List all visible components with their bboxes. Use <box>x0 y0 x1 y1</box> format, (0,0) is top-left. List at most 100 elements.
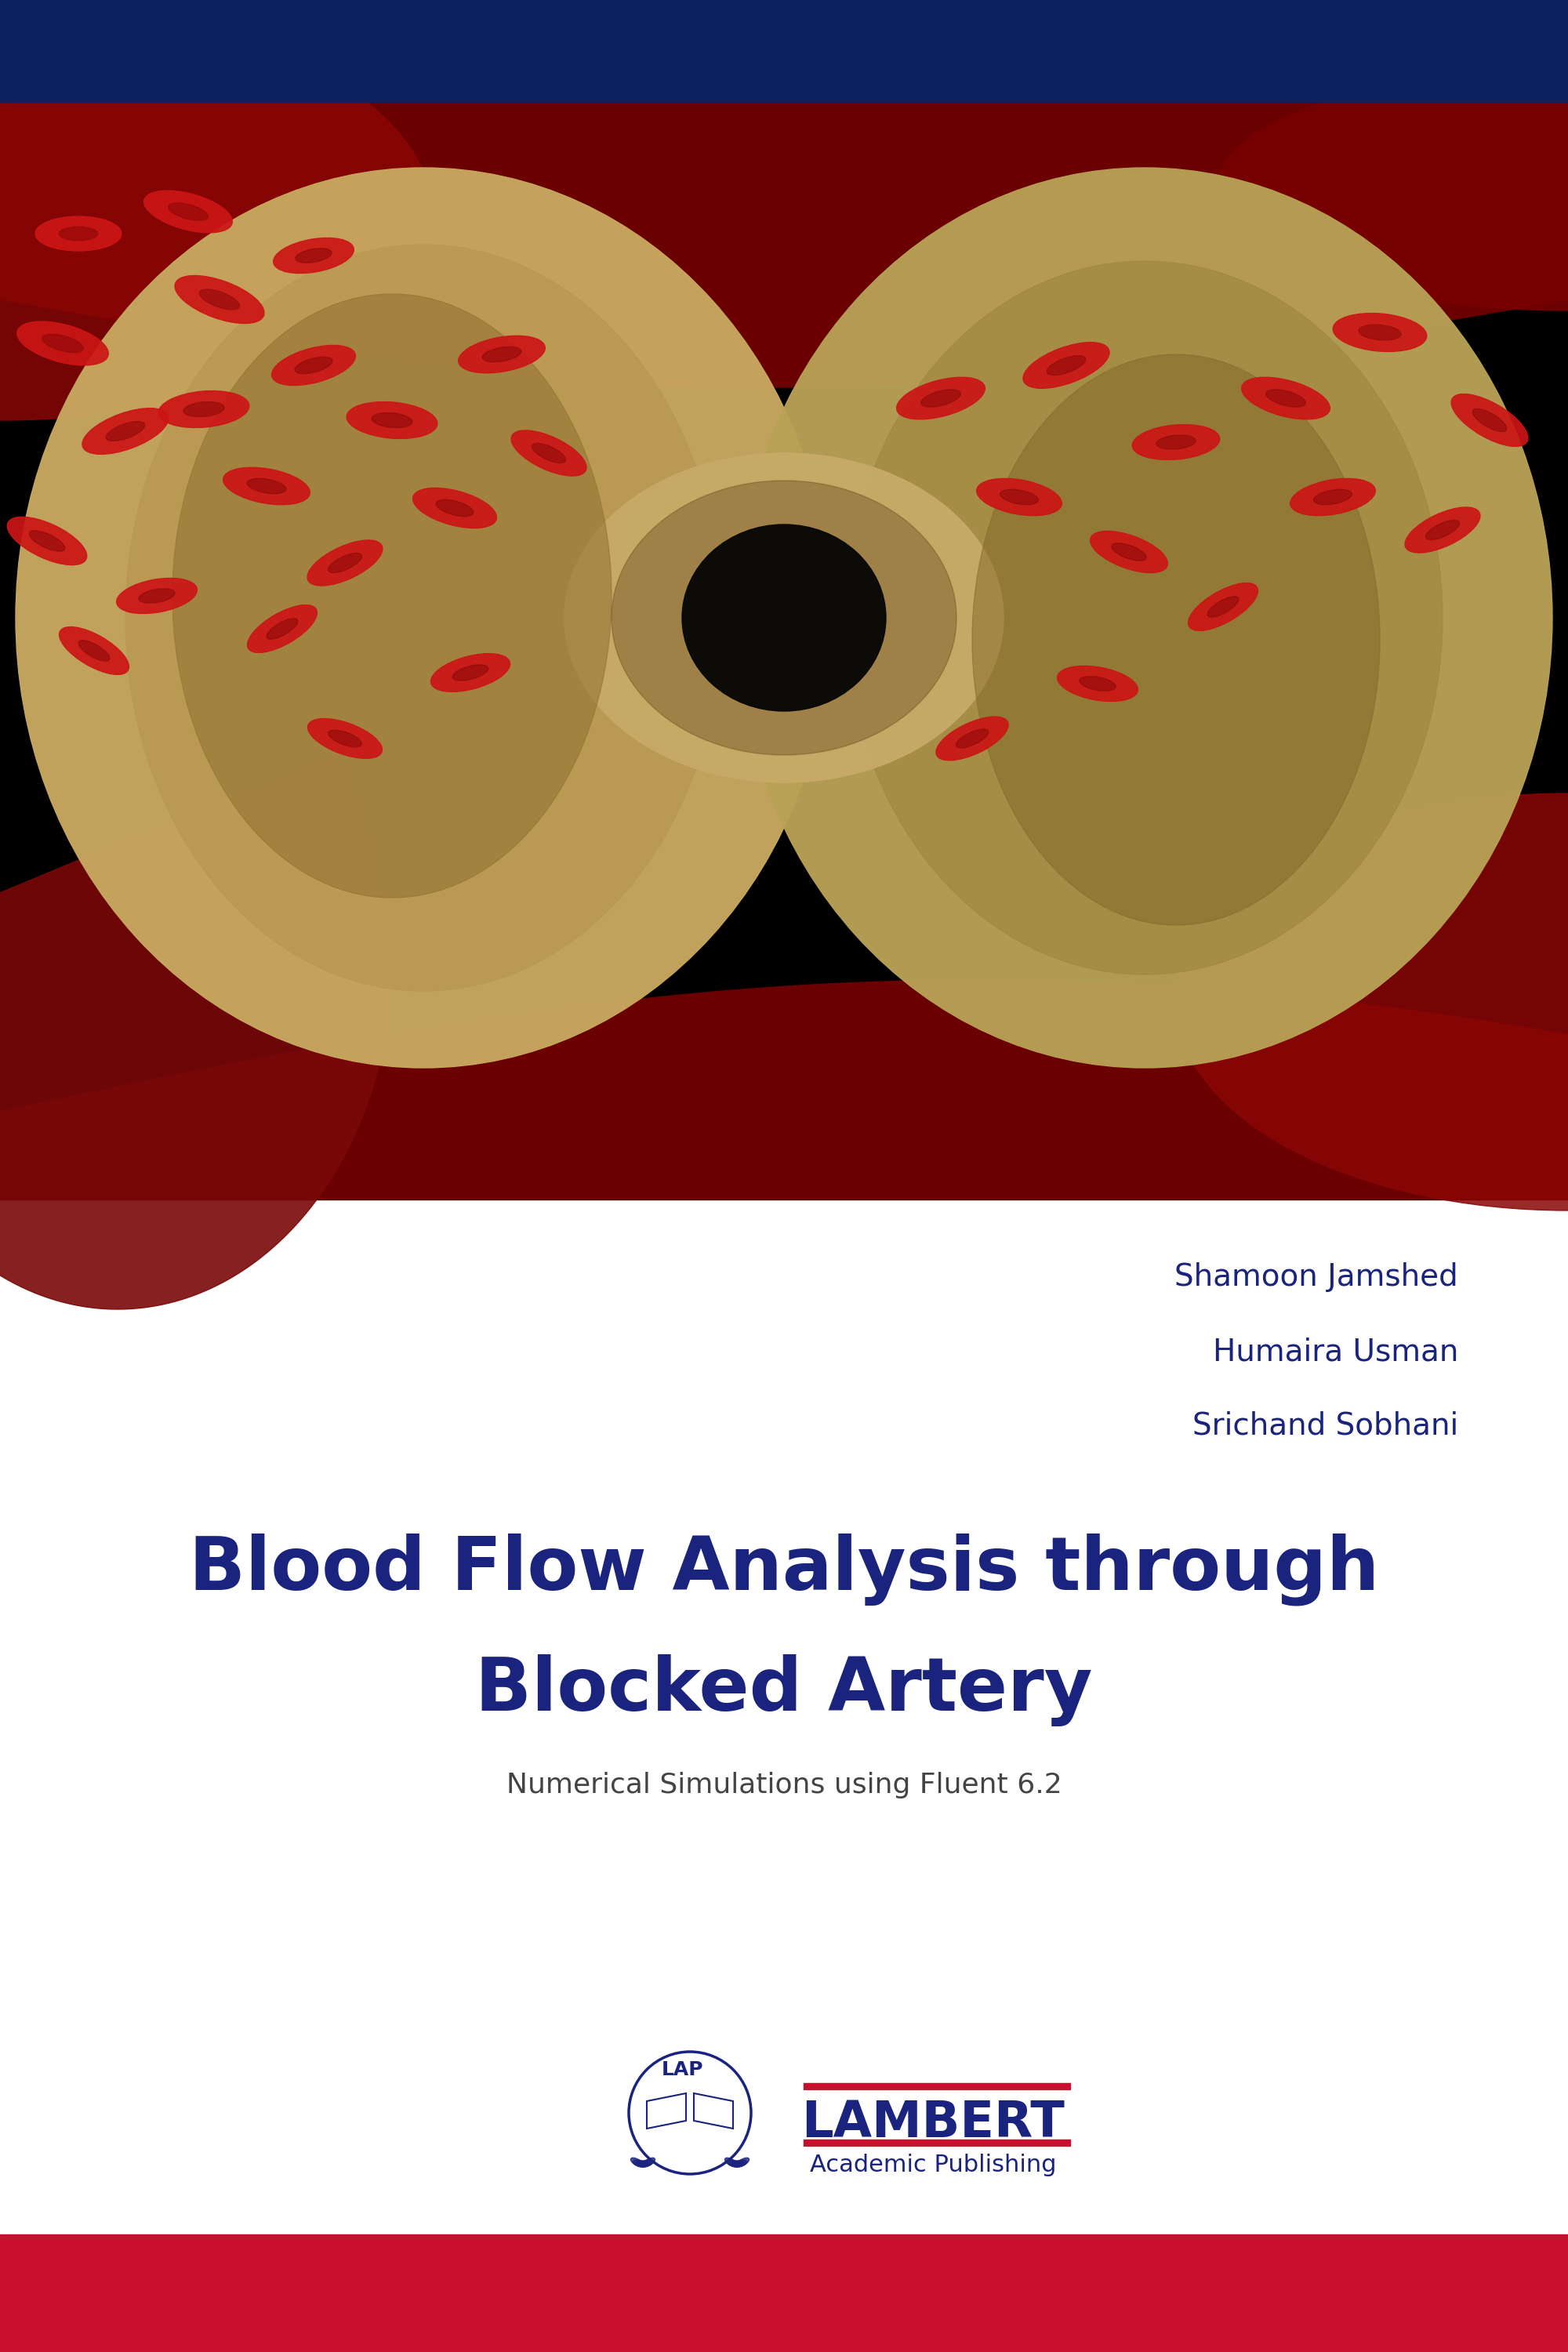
Ellipse shape <box>17 322 108 365</box>
Ellipse shape <box>483 346 521 362</box>
Ellipse shape <box>972 355 1380 924</box>
Ellipse shape <box>183 402 224 416</box>
Ellipse shape <box>436 499 474 517</box>
Ellipse shape <box>612 480 956 755</box>
Text: Blood Flow Analysis through: Blood Flow Analysis through <box>188 1534 1380 1604</box>
Ellipse shape <box>273 238 354 273</box>
Ellipse shape <box>116 579 198 614</box>
Ellipse shape <box>1207 597 1239 616</box>
Ellipse shape <box>1022 343 1110 388</box>
Ellipse shape <box>1314 489 1352 506</box>
Ellipse shape <box>1189 583 1258 630</box>
Ellipse shape <box>168 202 209 221</box>
Ellipse shape <box>1425 520 1460 539</box>
Ellipse shape <box>682 524 886 710</box>
Bar <box>803 2084 1069 2089</box>
Polygon shape <box>0 753 392 1310</box>
Ellipse shape <box>640 2159 652 2166</box>
Ellipse shape <box>1359 325 1400 341</box>
Ellipse shape <box>1090 532 1168 574</box>
Ellipse shape <box>82 409 169 454</box>
Ellipse shape <box>847 261 1443 974</box>
Ellipse shape <box>78 640 110 661</box>
Ellipse shape <box>643 2157 655 2166</box>
Ellipse shape <box>328 729 362 748</box>
Ellipse shape <box>1290 477 1375 515</box>
Ellipse shape <box>412 487 497 529</box>
Ellipse shape <box>328 553 362 572</box>
Ellipse shape <box>158 390 249 428</box>
Ellipse shape <box>307 720 383 757</box>
Ellipse shape <box>372 414 412 428</box>
Ellipse shape <box>731 2161 745 2166</box>
Bar <box>0 0 1568 101</box>
Text: Academic Publishing: Academic Publishing <box>809 2154 1057 2176</box>
Ellipse shape <box>1472 409 1507 433</box>
Ellipse shape <box>1057 666 1138 701</box>
Text: Blocked Artery: Blocked Artery <box>475 1653 1093 1726</box>
Ellipse shape <box>977 477 1062 515</box>
Ellipse shape <box>728 2159 740 2166</box>
Ellipse shape <box>307 541 383 586</box>
Ellipse shape <box>431 654 510 691</box>
Ellipse shape <box>176 275 263 322</box>
Ellipse shape <box>347 402 437 437</box>
Ellipse shape <box>248 477 285 494</box>
Ellipse shape <box>1242 376 1330 419</box>
Ellipse shape <box>1000 489 1038 506</box>
Ellipse shape <box>295 249 332 263</box>
Ellipse shape <box>1215 68 1568 310</box>
Ellipse shape <box>107 421 144 440</box>
Ellipse shape <box>8 517 86 564</box>
Ellipse shape <box>936 717 1008 760</box>
Bar <box>0 2234 1568 2352</box>
Ellipse shape <box>271 346 356 386</box>
Ellipse shape <box>1156 435 1196 449</box>
Ellipse shape <box>34 216 122 252</box>
Bar <box>0 101 1568 1200</box>
Ellipse shape <box>1112 543 1146 560</box>
Text: LAP: LAP <box>662 2060 702 2079</box>
Ellipse shape <box>223 468 310 506</box>
Ellipse shape <box>1265 390 1306 407</box>
Bar <box>803 2140 1069 2145</box>
Ellipse shape <box>1132 426 1220 459</box>
Text: Srichand Sobhani: Srichand Sobhani <box>1192 1411 1458 1442</box>
Ellipse shape <box>920 390 961 407</box>
Text: LAMBERT: LAMBERT <box>801 2098 1065 2147</box>
Ellipse shape <box>1176 793 1568 1211</box>
Ellipse shape <box>956 729 988 748</box>
Ellipse shape <box>0 2 431 421</box>
Ellipse shape <box>267 619 298 640</box>
Ellipse shape <box>630 2157 643 2166</box>
Text: Shamoon Jamshed: Shamoon Jamshed <box>1174 1263 1458 1291</box>
Text: Humaira Usman: Humaira Usman <box>1212 1336 1458 1367</box>
Ellipse shape <box>458 336 546 374</box>
Ellipse shape <box>532 445 566 463</box>
Ellipse shape <box>564 454 1004 783</box>
Ellipse shape <box>30 532 64 550</box>
Ellipse shape <box>724 2157 737 2166</box>
Text: Numerical Simulations using Fluent 6.2: Numerical Simulations using Fluent 6.2 <box>506 1771 1062 1799</box>
Ellipse shape <box>511 430 586 475</box>
Ellipse shape <box>199 289 240 310</box>
Ellipse shape <box>1047 355 1085 374</box>
Ellipse shape <box>633 2159 646 2166</box>
Ellipse shape <box>138 588 176 602</box>
Ellipse shape <box>1452 395 1527 447</box>
Ellipse shape <box>60 226 97 240</box>
Ellipse shape <box>737 167 1552 1068</box>
Ellipse shape <box>16 167 831 1068</box>
Ellipse shape <box>453 666 488 680</box>
Ellipse shape <box>1405 508 1480 553</box>
Ellipse shape <box>637 2161 651 2166</box>
Ellipse shape <box>897 376 985 419</box>
Ellipse shape <box>295 358 332 374</box>
Ellipse shape <box>144 191 232 233</box>
Ellipse shape <box>1333 313 1427 350</box>
Ellipse shape <box>172 294 612 898</box>
Ellipse shape <box>588 529 980 771</box>
Ellipse shape <box>734 2159 746 2166</box>
Ellipse shape <box>248 604 317 652</box>
Ellipse shape <box>60 628 129 675</box>
